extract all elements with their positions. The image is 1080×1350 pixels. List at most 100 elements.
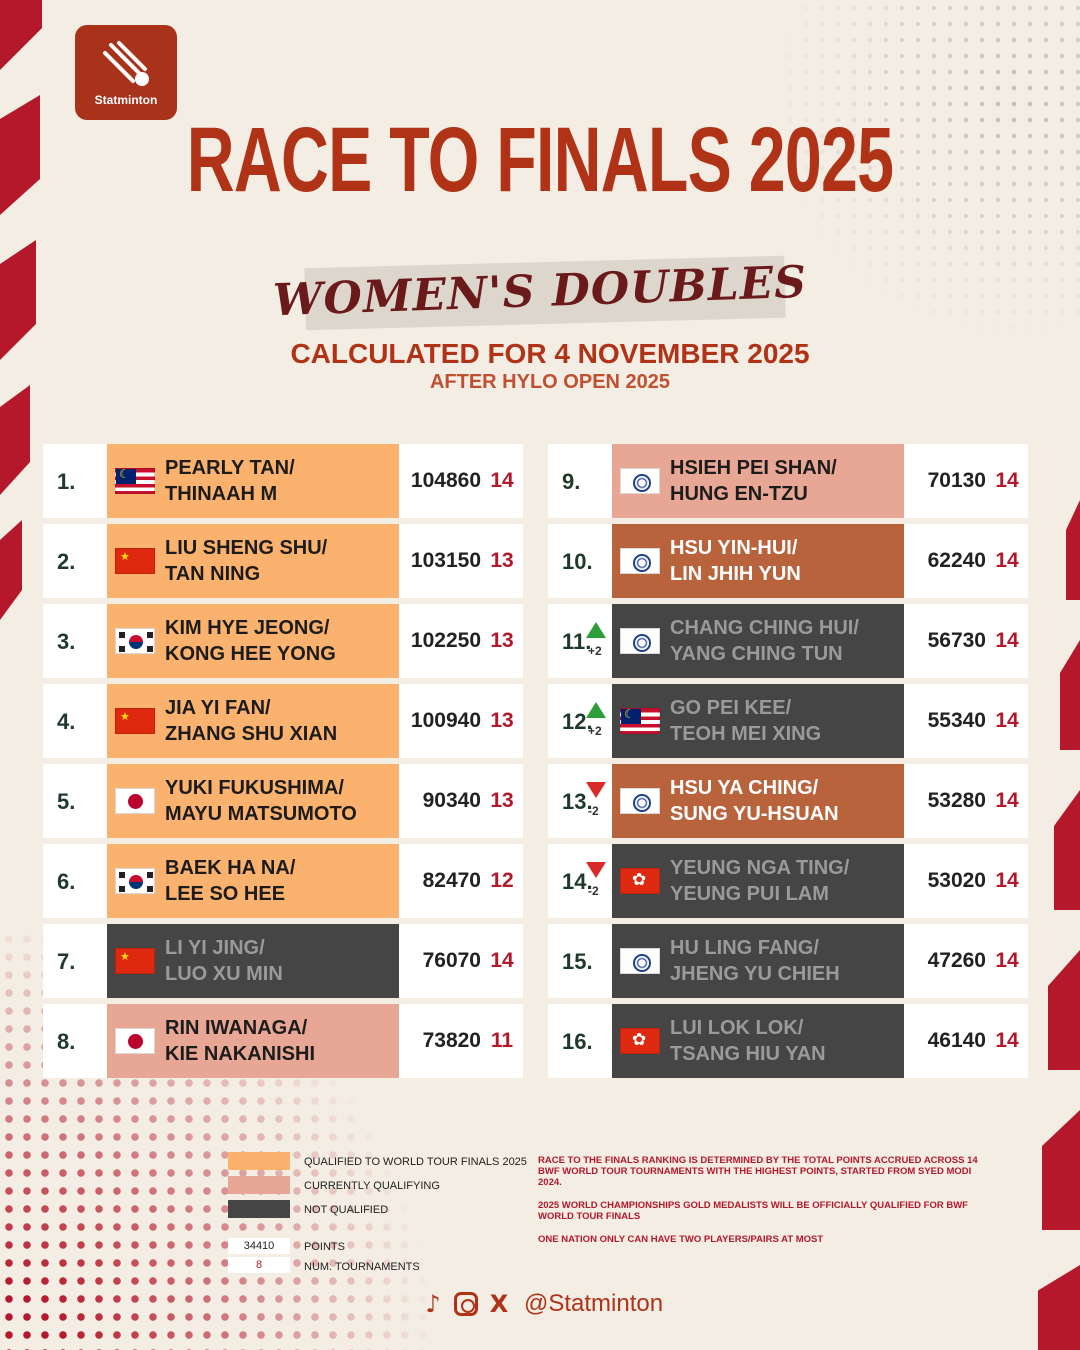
legend-tourn-example: 8	[228, 1257, 290, 1273]
legend-swatch-currently	[228, 1176, 290, 1194]
notes: RACE TO THE FINALS RANKING IS DETERMINED…	[538, 1155, 978, 1257]
player-2-name: KONG HEE YONG	[165, 643, 336, 665]
player-1-name: LIU SHENG SHU/	[165, 537, 328, 559]
rank-cell: 10.	[548, 524, 612, 598]
points-value: 102250	[410, 629, 481, 652]
rank-number: 15.	[562, 949, 593, 974]
ranking-row: 15. HU LING FANG/ JHENG YU CHIEH 47260 1…	[548, 924, 1028, 998]
rank-cell: 12. +2	[548, 684, 612, 758]
chinese-taipei-flag	[620, 788, 660, 814]
player-2-name: LEE SO HEE	[165, 883, 286, 905]
pair-names: HSIEH PEI SHAN/ HUNG EN-TZU	[670, 455, 837, 507]
pair-cell: YUKI FUKUSHIMA/ MAYU MATSUMOTO	[107, 764, 399, 838]
arrow-down-icon	[586, 862, 606, 878]
statminton-logo: Statminton	[75, 25, 177, 120]
rank-number: 4.	[57, 709, 76, 734]
player-2-name: TEOH MEI XING	[670, 723, 822, 745]
tournaments-count: 14	[995, 709, 1019, 732]
points-value: 62240	[927, 549, 986, 572]
ranking-row: 6. BAEK HA NA/ LEE SO HEE 82470 12	[43, 844, 523, 918]
rank-cell: 1.	[43, 444, 107, 518]
player-2-name: SUNG YU-HSUAN	[670, 803, 839, 825]
pair-cell: PEARLY TAN/ THINAAH M	[107, 444, 399, 518]
legend-label-currently: CURRENTLY QUALIFYING	[304, 1180, 440, 1192]
player-1-name: KIM HYE JEONG/	[165, 617, 330, 639]
calculated-date: CALCULATED FOR 4 NOVEMBER 2025	[290, 338, 810, 369]
page-title: RACE TO FINALS 2025	[186, 109, 894, 211]
rank-cell: 4.	[43, 684, 107, 758]
tournaments-count: 13	[490, 629, 514, 652]
player-1-name: YEUNG NGA TING/	[670, 857, 850, 879]
social-handle[interactable]: @Statminton	[524, 1290, 664, 1317]
x-icon[interactable]: X	[489, 1290, 509, 1318]
rank-cell: 14. -2	[548, 844, 612, 918]
pair-names: HSU YIN-HUI/ LIN JHIH YUN	[670, 535, 801, 587]
rank-change: -2	[588, 804, 599, 818]
player-1-name: HSU YA CHING/	[670, 777, 819, 799]
rank-change: -2	[588, 884, 599, 898]
pair-names: JIA YI FAN/ ZHANG SHU XIAN	[165, 695, 337, 747]
points-value: 90340	[422, 789, 481, 812]
tiktok-icon[interactable]: ♪	[425, 1290, 441, 1318]
hong-kong-flag	[620, 868, 660, 894]
legend-label-qualified: QUALIFIED TO WORLD TOUR FINALS 2025	[304, 1156, 527, 1168]
instagram-icon[interactable]	[454, 1292, 478, 1316]
ranking-row: 7. LI YI JING/ LUO XU MIN 76070 14	[43, 924, 523, 998]
korea-flag	[115, 628, 155, 654]
pair-cell: BAEK HA NA/ LEE SO HEE	[107, 844, 399, 918]
ranking-row: 2. LIU SHENG SHU/ TAN NING 103150 13	[43, 524, 523, 598]
dot-pattern-bottom-left	[0, 930, 460, 1350]
ranking-column-right: 9. HSIEH PEI SHAN/ HUNG EN-TZU 70130 14 …	[548, 444, 1028, 1084]
dot-pattern-top-right	[750, 0, 1080, 330]
rank-cell: 13. -2	[548, 764, 612, 838]
japan-flag	[115, 788, 155, 814]
pair-cell: HU LING FANG/ JHENG YU CHIEH	[612, 924, 904, 998]
tournaments-count: 14	[490, 469, 514, 492]
tournaments-count: 14	[995, 549, 1019, 572]
pair-cell: JIA YI FAN/ ZHANG SHU XIAN	[107, 684, 399, 758]
china-flag	[115, 548, 155, 574]
chinese-taipei-flag	[620, 948, 660, 974]
pair-cell: LI YI JING/ LUO XU MIN	[107, 924, 399, 998]
pair-names: GO PEI KEE/ TEOH MEI XING	[670, 695, 821, 747]
rank-cell: 9.	[548, 444, 612, 518]
pair-cell: GO PEI KEE/ TEOH MEI XING	[612, 684, 904, 758]
arrow-up-icon	[586, 702, 606, 718]
legend-label-tourn: NUM. TOURNAMENTS	[304, 1261, 420, 1273]
player-2-name: YANG CHING TUN	[670, 643, 843, 665]
pair-cell: KIM HYE JEONG/ KONG HEE YONG	[107, 604, 399, 678]
ranking-column-left: 1. PEARLY TAN/ THINAAH M 104860 14 2. LI…	[43, 444, 523, 1084]
points-value: 46140	[927, 1029, 986, 1052]
pair-names: LIU SHENG SHU/ TAN NING	[165, 535, 327, 587]
chinese-taipei-flag	[620, 628, 660, 654]
rank-cell: 5.	[43, 764, 107, 838]
tournaments-count: 14	[995, 1029, 1019, 1052]
japan-flag	[115, 1028, 155, 1054]
shuttlecock-icon	[103, 40, 149, 86]
rank-number: 8.	[57, 1029, 76, 1054]
tournaments-count: 14	[995, 469, 1019, 492]
pair-cell: LIU SHENG SHU/ TAN NING	[107, 524, 399, 598]
pair-cell: RIN IWANAGA/ KIE NAKANISHI	[107, 1004, 399, 1078]
ranking-row: 4. JIA YI FAN/ ZHANG SHU XIAN 100940 13	[43, 684, 523, 758]
ranking-row: 5. YUKI FUKUSHIMA/ MAYU MATSUMOTO 90340 …	[43, 764, 523, 838]
chinese-taipei-flag	[620, 468, 660, 494]
malaysia-flag	[115, 468, 155, 494]
player-2-name: KIE NAKANISHI	[165, 1043, 316, 1065]
points-value: 55340	[927, 709, 986, 732]
player-2-name: JHENG YU CHIEH	[670, 963, 840, 985]
player-1-name: GO PEI KEE/	[670, 697, 792, 719]
player-2-name: ZHANG SHU XIAN	[165, 723, 338, 745]
tournaments-count: 14	[995, 629, 1019, 652]
china-flag	[115, 948, 155, 974]
points-value: 103150	[410, 549, 481, 572]
brand-name: Statminton	[94, 92, 158, 107]
pair-names: YEUNG NGA TING/ YEUNG PUI LAM	[670, 855, 849, 907]
arrow-up-icon	[586, 622, 606, 638]
arrow-down-icon	[586, 782, 606, 798]
note-world-champs: 2025 WORLD CHAMPIONSHIPS GOLD MEDALISTS …	[538, 1200, 968, 1222]
rank-number: 10.	[562, 549, 593, 574]
note-ranking-rule: RACE TO THE FINALS RANKING IS DETERMINED…	[538, 1155, 978, 1188]
player-1-name: HU LING FANG/	[670, 937, 819, 959]
rank-change: +2	[588, 724, 602, 738]
